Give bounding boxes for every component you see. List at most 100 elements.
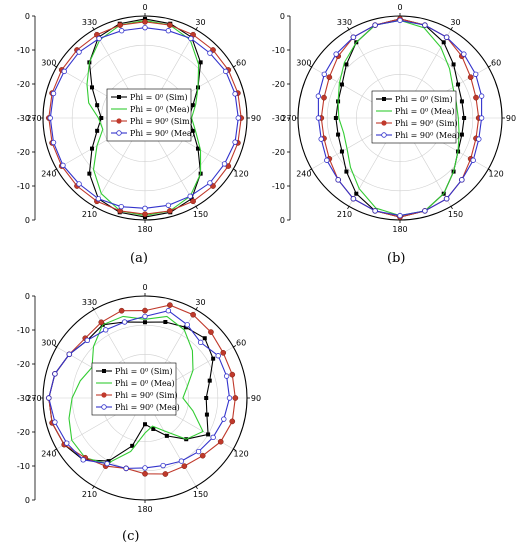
- data-point: [183, 325, 188, 330]
- data-point: [142, 307, 148, 314]
- angle-tick-label: 120: [488, 170, 503, 179]
- radial-tick-label: -10: [17, 326, 30, 335]
- radial-tick-label: -20: [272, 148, 285, 157]
- angle-tick-label: 180: [392, 225, 407, 234]
- data-point: [167, 208, 173, 214]
- data-point: [210, 434, 216, 441]
- data-point: [335, 177, 341, 183]
- data-point: [95, 128, 100, 133]
- legend-marker: [116, 118, 122, 124]
- data-point: [443, 34, 450, 40]
- angle-tick: [233, 345, 237, 348]
- legend-entry: Phi = 90⁰ (Mea): [130, 129, 195, 138]
- angle-tick-label: 270: [26, 394, 41, 403]
- data-point: [190, 198, 196, 205]
- angle-tick: [92, 26, 95, 30]
- panel-label: (b): [387, 251, 405, 266]
- data-point: [165, 308, 172, 314]
- legend-entry: Phi = 0⁰ (Mea): [130, 105, 190, 114]
- data-point: [336, 132, 341, 137]
- angle-tick-label: 60: [491, 59, 501, 68]
- data-point: [143, 16, 147, 21]
- data-point: [459, 132, 464, 137]
- data-point: [118, 28, 125, 34]
- data-point: [50, 139, 57, 146]
- data-point: [52, 371, 58, 377]
- data-point: [206, 432, 211, 437]
- angle-tick-label: 300: [296, 59, 311, 68]
- data-point: [220, 349, 227, 356]
- data-point: [467, 74, 474, 81]
- data-point: [422, 22, 428, 28]
- data-point: [46, 395, 52, 401]
- data-point: [372, 22, 378, 28]
- data-point: [95, 196, 102, 202]
- legend: Phi = 0⁰ (Sim) Phi = 0⁰ (Mea) Phi = 90⁰ (S…: [106, 88, 195, 142]
- angle-tick: [92, 306, 95, 310]
- radial-tick-label: -10: [17, 46, 30, 55]
- data-point: [121, 319, 128, 325]
- radial-tick-label: -30: [17, 114, 30, 123]
- data-point: [199, 452, 206, 459]
- data-point: [143, 320, 147, 325]
- legend-marker: [381, 120, 387, 126]
- data-point: [142, 211, 148, 218]
- radial-tick-label: -20: [17, 148, 30, 157]
- data-point: [184, 322, 190, 328]
- data-point: [223, 373, 230, 379]
- data-point: [459, 99, 464, 104]
- legend-entry: Phi = 0⁰ (Sim): [395, 95, 453, 104]
- legend-marker: [101, 392, 107, 398]
- series-4: [46, 308, 233, 472]
- data-point: [459, 177, 465, 183]
- data-point: [142, 465, 148, 471]
- data-point: [142, 313, 148, 320]
- data-point: [333, 51, 339, 57]
- radial-tick-label: 0: [25, 292, 30, 301]
- data-point: [217, 438, 224, 445]
- data-point: [143, 422, 147, 427]
- data-point: [350, 34, 357, 40]
- legend-entry: Phi = 90⁰ (Mea): [115, 403, 180, 412]
- angle-tick-label: 30: [195, 18, 205, 27]
- data-point: [106, 459, 111, 464]
- angle-tick-label: 90: [251, 394, 261, 403]
- data-point: [215, 353, 221, 359]
- data-point: [118, 203, 124, 210]
- angle-tick-label: 30: [450, 18, 460, 27]
- data-point: [151, 426, 156, 431]
- data-point: [167, 302, 173, 308]
- data-point: [204, 396, 209, 400]
- data-point: [221, 161, 228, 167]
- data-point: [476, 136, 482, 142]
- legend-entry: Phi = 0⁰ (Mea): [395, 107, 455, 116]
- data-point: [478, 115, 485, 121]
- angle-tick: [92, 206, 95, 210]
- angle-tick-label: 150: [448, 210, 463, 219]
- radial-tick-label: -10: [17, 182, 30, 191]
- data-point: [422, 208, 428, 214]
- radial-tick-label: -30: [17, 394, 30, 403]
- data-point: [130, 443, 135, 448]
- data-point: [102, 327, 109, 333]
- angle-tick-label: 330: [82, 18, 97, 27]
- angle-tick: [92, 486, 95, 490]
- data-point: [47, 115, 53, 121]
- angle-tick-label: 270: [281, 114, 296, 123]
- data-point: [451, 62, 456, 67]
- panel-label: (c): [122, 529, 139, 544]
- angle-tick-label: 300: [41, 59, 56, 68]
- angle-tick: [347, 26, 350, 30]
- data-point: [50, 90, 57, 97]
- radial-tick-label: -10: [17, 462, 30, 471]
- legend-entry: Phi = 90⁰ (Mea): [395, 131, 460, 140]
- data-point: [397, 17, 403, 24]
- data-point: [181, 463, 188, 469]
- angle-tick: [195, 206, 198, 210]
- legend-marker: [116, 130, 122, 136]
- angle-tick: [488, 65, 492, 68]
- radial-tick-label: -10: [272, 46, 285, 55]
- angle-tick: [195, 486, 198, 490]
- legend-marker: [381, 132, 387, 138]
